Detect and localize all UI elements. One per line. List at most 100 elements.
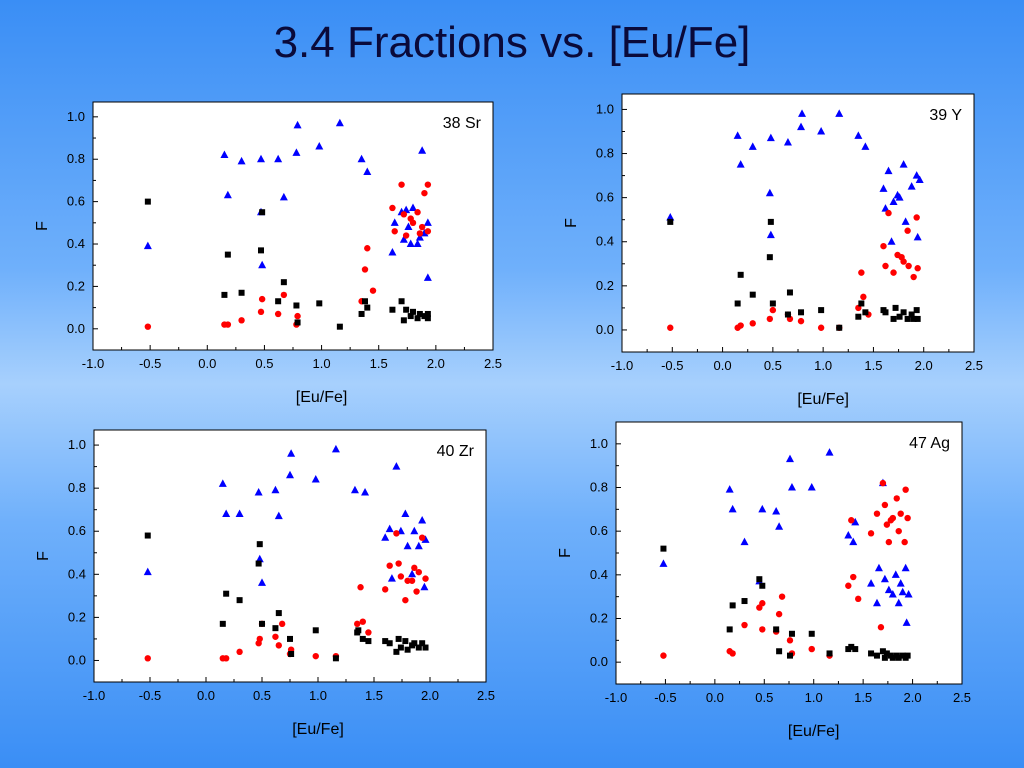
- square-marker: [287, 635, 293, 642]
- circle-marker: [778, 593, 786, 600]
- square-marker: [892, 304, 899, 311]
- square-marker: [836, 324, 843, 331]
- triangle-marker: [736, 160, 745, 168]
- square-marker: [900, 309, 907, 316]
- square-marker: [759, 582, 766, 589]
- x-tick-label: 1.0: [309, 688, 327, 703]
- triangle-marker: [898, 587, 907, 596]
- square-marker: [364, 304, 371, 311]
- circle-marker: [258, 295, 266, 303]
- square-marker: [415, 644, 422, 651]
- triangle-marker: [835, 109, 844, 117]
- circle-marker: [897, 510, 904, 517]
- triangle-marker: [758, 504, 767, 513]
- circle-marker: [422, 575, 429, 582]
- square-marker: [358, 310, 365, 317]
- circle-marker: [850, 573, 857, 581]
- square-marker: [224, 251, 231, 258]
- circle-marker: [797, 317, 805, 325]
- x-tick-label: -0.5: [139, 356, 161, 371]
- circle-marker: [382, 586, 389, 593]
- triangle-marker: [772, 507, 781, 515]
- circle-marker: [913, 214, 920, 221]
- triangle-marker: [218, 479, 227, 487]
- triangle-marker: [293, 120, 302, 129]
- triangle-marker: [879, 184, 888, 192]
- square-marker: [403, 306, 410, 313]
- square-marker: [416, 310, 423, 317]
- triangle-marker: [423, 218, 432, 226]
- circle-marker: [904, 227, 911, 234]
- triangle-marker: [874, 563, 883, 572]
- triangle-marker: [880, 574, 889, 583]
- circle-marker: [274, 310, 282, 318]
- triangle-marker: [388, 247, 397, 256]
- square-marker: [904, 315, 911, 322]
- triangle-marker: [867, 579, 876, 587]
- square-marker: [873, 652, 880, 659]
- triangle-marker: [271, 485, 280, 494]
- circle-marker: [398, 181, 405, 188]
- triangle-marker: [728, 504, 737, 513]
- triangle-marker: [335, 118, 344, 127]
- circle-marker: [845, 582, 852, 589]
- circle-marker: [905, 262, 912, 270]
- triangle-marker: [899, 160, 908, 168]
- triangle-marker: [872, 598, 881, 607]
- circle-marker: [890, 269, 897, 276]
- x-axis-label: [Eu/Fe]: [296, 389, 348, 406]
- y-tick-label: 0.6: [68, 523, 86, 538]
- circle-marker: [421, 189, 428, 197]
- y-tick-label: 0.8: [596, 146, 614, 161]
- square-marker: [398, 298, 405, 305]
- triangle-marker: [418, 146, 427, 154]
- triangle-marker: [401, 509, 410, 517]
- square-marker: [382, 638, 389, 645]
- square-marker: [395, 635, 402, 642]
- circle-marker: [236, 648, 243, 656]
- square-marker: [221, 291, 228, 298]
- square-marker: [883, 650, 890, 657]
- triangle-marker: [413, 239, 422, 248]
- circle-marker: [741, 621, 748, 629]
- x-tick-label: 2.5: [953, 690, 971, 705]
- y-tick-label: 0.8: [67, 151, 85, 166]
- square-marker: [749, 291, 756, 298]
- square-marker: [784, 311, 791, 318]
- triangle-marker: [797, 122, 806, 131]
- square-marker: [414, 315, 421, 322]
- circle-marker: [402, 596, 409, 604]
- slide-title: 3.4 Fractions vs. [Eu/Fe]: [273, 18, 751, 67]
- triangle-marker: [889, 197, 898, 206]
- chart-sr: -1.0 -0.5 0.0 0.5 1.0 1.5 2.0 2.5 0.0 0.2 0.4 0.6 0.…: [34, 101, 502, 406]
- circle-marker: [914, 265, 921, 272]
- square-marker: [336, 323, 343, 330]
- x-axis-label: [Eu/Fe]: [292, 721, 344, 738]
- y-tick-label: 0.0: [67, 321, 85, 336]
- square-marker: [389, 306, 396, 313]
- circle-marker: [855, 595, 862, 603]
- circle-marker: [280, 291, 288, 299]
- circle-marker: [729, 650, 736, 657]
- square-marker: [882, 309, 889, 316]
- triangle-marker: [659, 559, 668, 567]
- square-marker: [256, 541, 263, 548]
- x-tick-label: -0.5: [661, 358, 683, 373]
- triangle-marker: [363, 167, 372, 175]
- square-marker: [729, 602, 736, 609]
- circle-marker: [737, 322, 744, 329]
- triangle-marker: [258, 578, 266, 586]
- triangle-marker: [143, 567, 152, 576]
- circle-marker: [415, 568, 422, 576]
- square-marker: [766, 254, 773, 261]
- square-marker: [404, 646, 411, 653]
- circle-marker: [889, 514, 896, 522]
- circle-marker: [364, 245, 371, 252]
- circle-marker: [424, 181, 432, 188]
- triangle-marker: [381, 533, 390, 541]
- chart-ag: -1.0 -0.5 0.0 0.5 1.0 1.5 2.0 2.5 0.0 0.2 0.4 0.6 0.…: [557, 421, 971, 740]
- square-marker: [904, 652, 911, 659]
- y-tick-label: 0.0: [68, 652, 86, 667]
- y-tick-label: 0.4: [68, 566, 86, 581]
- square-marker: [826, 650, 833, 657]
